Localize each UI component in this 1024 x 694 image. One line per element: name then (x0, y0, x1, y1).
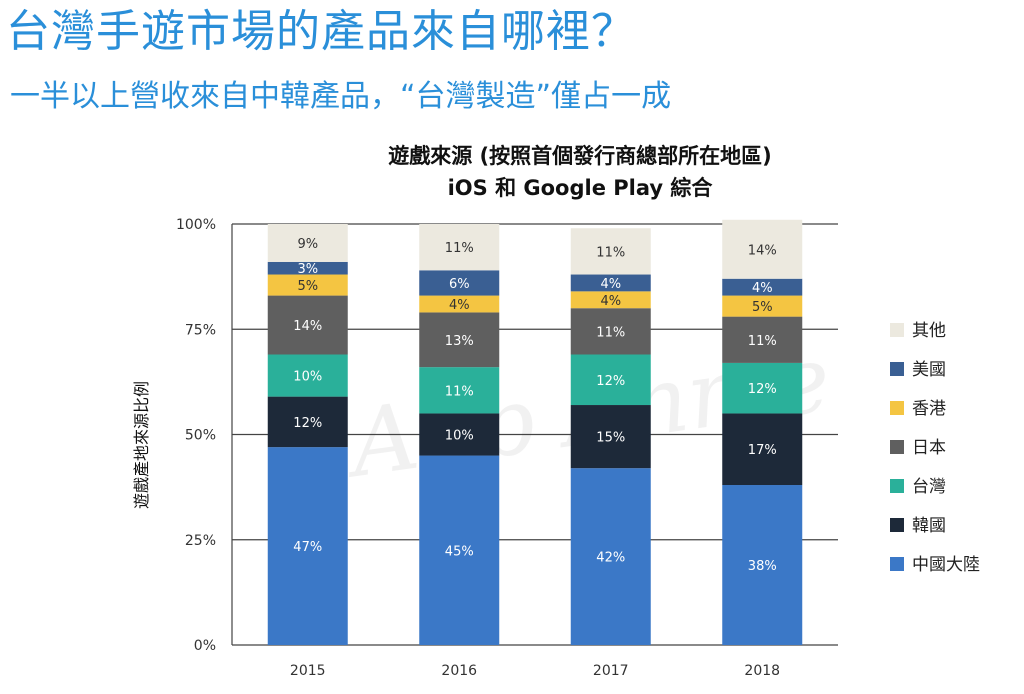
x-tick-label: 2017 (593, 663, 629, 679)
bar-segment (570, 274, 651, 292)
bar-segment (419, 312, 500, 368)
data-label: 5% (297, 279, 318, 294)
data-label: 17% (748, 443, 777, 458)
data-label: 6% (449, 277, 470, 292)
bar-segment (722, 219, 803, 279)
bar-segment (267, 274, 348, 296)
data-label: 4% (600, 277, 621, 292)
data-label: 14% (293, 319, 322, 334)
bar-segment (419, 367, 500, 414)
legend-label: 中國大陸 (912, 555, 980, 575)
data-label: 42% (596, 551, 625, 566)
data-label: 13% (445, 334, 474, 349)
data-label: 12% (293, 416, 322, 431)
data-label: 10% (445, 429, 474, 444)
data-label: 9% (297, 237, 318, 252)
page-subheadline: 一半以上營收來自中韓產品，“台灣製造”僅占一成 (10, 79, 672, 114)
bar-segment (722, 485, 803, 645)
data-label: 45% (445, 544, 474, 559)
bar-segment (722, 316, 803, 363)
data-label: 15% (596, 431, 625, 446)
data-label: 4% (752, 281, 773, 296)
bar-segment (570, 354, 651, 406)
chart-subtitle: iOS 和 Google Play 綜合 (447, 176, 713, 200)
data-label: 38% (748, 559, 777, 574)
legend-swatch (890, 362, 904, 376)
data-label: 4% (600, 294, 621, 309)
legend-label: 其他 (912, 321, 946, 341)
y-tick-label: 25% (185, 533, 216, 549)
bar-segment (570, 308, 651, 355)
y-tick-label: 75% (185, 322, 216, 338)
data-label: 11% (596, 245, 625, 260)
bar-segment (267, 396, 348, 448)
data-label: 12% (596, 374, 625, 389)
x-tick-label: 2015 (290, 663, 326, 679)
bar-segment (570, 291, 651, 309)
bar-segment (570, 468, 651, 645)
bar-segment (267, 261, 348, 275)
data-label: 11% (596, 325, 625, 340)
data-label: 11% (445, 241, 474, 256)
bar-segment (722, 295, 803, 317)
data-label: 14% (748, 243, 777, 258)
data-label: 4% (449, 298, 470, 313)
data-label: 5% (752, 300, 773, 315)
legend-swatch (890, 479, 904, 493)
legend-swatch (890, 323, 904, 337)
bar-segment (267, 354, 348, 397)
data-label: 11% (748, 334, 777, 349)
chart-title: 遊戲來源 (按照首個發行商總部所在地區) (388, 144, 772, 168)
bar-segment (722, 278, 803, 296)
page-headline: 台灣手遊市場的產品來自哪裡？ (6, 6, 636, 57)
x-tick-label: 2016 (441, 663, 477, 679)
data-label: 11% (445, 384, 474, 399)
bar-segment (419, 413, 500, 456)
data-label: 10% (293, 370, 322, 385)
legend-swatch (890, 518, 904, 532)
legend-label: 美國 (912, 360, 946, 380)
bar-segment (267, 224, 348, 262)
data-label: 47% (293, 540, 322, 555)
y-axis-label: 遊戲產地來源比例 (132, 381, 151, 509)
bar-segment (267, 295, 348, 355)
y-tick-label: 50% (185, 428, 216, 444)
bar-segment (419, 455, 500, 645)
legend-label: 香港 (912, 399, 946, 419)
legend-label: 日本 (912, 438, 946, 458)
bar-segment (419, 224, 500, 271)
data-label: 12% (748, 382, 777, 397)
data-label: 3% (297, 262, 318, 277)
bar-segment (722, 362, 803, 414)
bar-segment (722, 413, 803, 486)
x-tick-label: 2018 (744, 663, 780, 679)
y-tick-label: 100% (176, 217, 216, 233)
bar-segment (267, 447, 348, 645)
bar-segment (570, 228, 651, 275)
bar-segment (419, 270, 500, 296)
bar-segment (419, 295, 500, 313)
legend-label: 韓國 (912, 516, 946, 536)
legend-swatch (890, 401, 904, 415)
bar-segment (570, 405, 651, 469)
legend-swatch (890, 557, 904, 571)
legend-swatch (890, 440, 904, 454)
legend-label: 台灣 (912, 477, 946, 497)
y-tick-label: 0% (194, 638, 216, 654)
